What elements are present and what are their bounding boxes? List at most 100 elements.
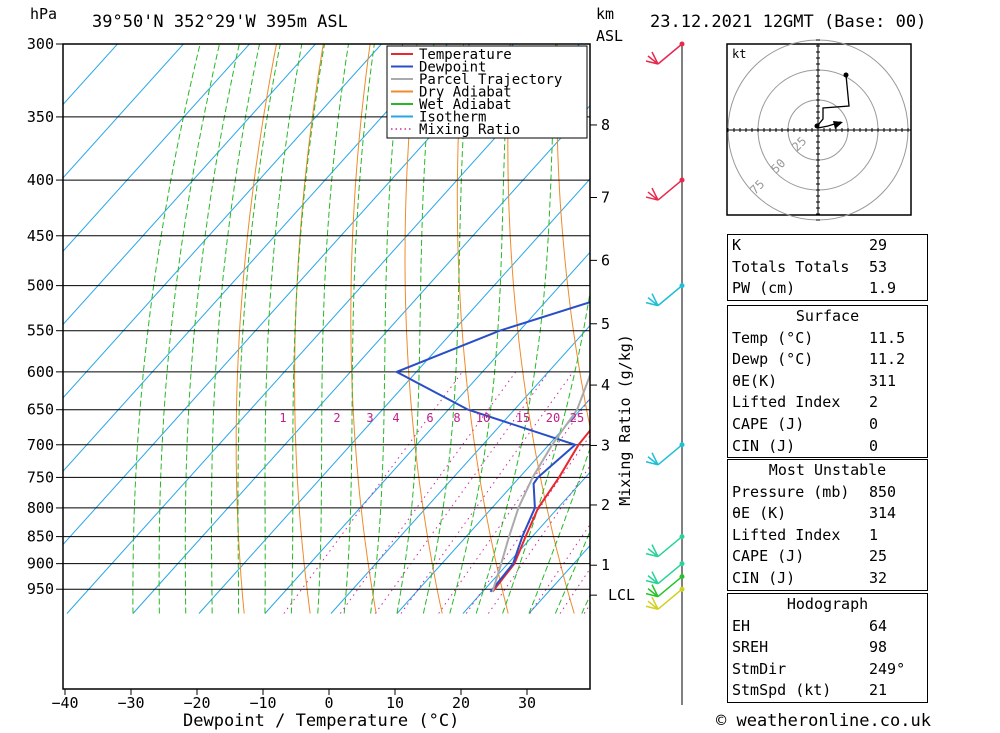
index-label: Totals Totals	[732, 257, 850, 276]
pressure-tick-label: 350	[27, 108, 54, 126]
height-tick-label: 7	[601, 188, 610, 206]
x-tick-label: −20	[183, 694, 210, 712]
wet-adiabat-line	[343, 44, 375, 614]
index-label: Lifted Index	[732, 525, 841, 544]
mixing-ratio-label: 20	[546, 411, 560, 425]
location-title: 39°50'N 352°29'W 395m ASL	[92, 12, 348, 32]
isotherm-line	[330, 324, 590, 614]
datetime-title: 23.12.2021 12GMT (Base: 00)	[650, 12, 927, 32]
index-label: CAPE (J)	[732, 414, 805, 433]
index-value: 314	[869, 504, 897, 523]
height-tick-label: 1	[601, 556, 610, 574]
mixing-ratio-line	[374, 371, 550, 614]
mixing-ratio-line	[438, 397, 590, 614]
wet-adiabat-line	[502, 289, 590, 614]
mixing-ratio-line	[487, 465, 590, 614]
x-tick-label: 20	[452, 694, 470, 712]
wind-barb	[645, 576, 683, 598]
index-row: Dewp (°C) 11.2	[728, 349, 927, 371]
index-row: PW (cm) 1.9	[728, 278, 927, 300]
legend-label: Mixing Ratio	[419, 122, 520, 138]
wind-barb	[645, 444, 683, 466]
index-row: Temp (°C) 11.5	[728, 328, 927, 350]
index-value: 1.9	[869, 279, 897, 298]
wet-adiabat-line	[237, 44, 281, 614]
most-unstable-title: Most Unstable	[768, 461, 887, 479]
km-unit-label: km	[596, 5, 615, 23]
dry-adiabat-line	[925, 11, 1000, 613]
dry-adiabat-line	[971, 11, 1000, 613]
dry-adiabat-line	[604, 11, 706, 613]
isotherm-line	[63, 44, 185, 179]
hpa-unit-label: hPa	[30, 5, 58, 23]
index-row: SREH 98	[728, 637, 927, 659]
hodograph-surface-point	[814, 123, 820, 129]
storm-motion-arrow	[833, 121, 843, 129]
index-value: 98	[869, 638, 888, 657]
legend-label: Dewpoint	[419, 60, 486, 76]
index-value: 11.2	[869, 350, 906, 369]
pressure-tick-label: 950	[27, 580, 54, 598]
wind-barb	[645, 588, 683, 610]
x-tick-label: 10	[386, 694, 404, 712]
hodograph-unit: kt	[732, 47, 746, 61]
isotherm-line	[462, 471, 590, 614]
pressure-tick-label: 800	[27, 499, 54, 517]
height-tick-label: LCL	[608, 586, 635, 604]
mixing-ratio-line	[339, 371, 517, 614]
index-row: StmDir 249°	[728, 659, 927, 681]
pressure-tick-label: 900	[27, 555, 54, 573]
index-label: SREH	[732, 638, 769, 657]
wind-barb	[645, 43, 683, 65]
indices-box-most-unstable: Most Unstable Pressure (mb) 850 θE (K) 314 L…	[727, 459, 928, 591]
index-label: CAPE (J)	[732, 547, 805, 566]
mixing-ratio-label: 8	[453, 411, 460, 425]
x-tick-label: −30	[117, 694, 144, 712]
pressure-tick-label: 400	[27, 171, 54, 189]
series-dewpoint	[394, 301, 590, 593]
mixing-ratio-line	[465, 434, 590, 614]
index-label: θE (K)	[732, 504, 787, 523]
index-row: EH 64	[728, 616, 927, 638]
wet-adiabat-line	[554, 530, 590, 614]
height-tick-label: 3	[601, 436, 610, 454]
wet-adiabat-line	[290, 44, 326, 614]
legend-label: Dry Adiabat	[419, 85, 512, 101]
indices-box-1: K 29 Totals Totals 53 PW (cm) 1.9	[727, 234, 928, 301]
index-label: Lifted Index	[732, 393, 841, 412]
mixing-ratio-line	[559, 567, 590, 614]
isotherm-line	[63, 44, 251, 252]
asl-unit-label: ASL	[596, 27, 624, 45]
index-row: CIN (J) 0	[728, 436, 927, 458]
hodograph-trace	[817, 74, 850, 129]
x-tick-label: −10	[249, 694, 276, 712]
pressure-tick-label: 650	[27, 401, 54, 419]
index-label: CIN (J)	[732, 568, 796, 587]
dry-adiabat-line	[235, 44, 278, 614]
index-row: K 29	[728, 235, 927, 257]
index-row: Lifted Index 1	[728, 525, 927, 547]
pressure-tick-label: 850	[27, 528, 54, 546]
wet-adiabat-line	[158, 44, 221, 614]
index-value: 311	[869, 371, 897, 390]
mixing-ratio-line	[529, 523, 590, 614]
index-value: 850	[869, 482, 897, 501]
index-label: EH	[732, 616, 751, 635]
index-value: 2	[869, 393, 879, 412]
pressure-tick-label: 750	[27, 468, 54, 486]
series-temperature	[491, 428, 590, 593]
index-label: StmDir	[732, 659, 787, 678]
copyright-link[interactable]: © weatheronline.co.uk	[716, 711, 931, 731]
index-row: θE(K) 311	[728, 371, 927, 393]
index-row: Totals Totals 53	[728, 257, 927, 279]
wet-adiabat-line	[528, 446, 590, 614]
height-tick-label: 6	[601, 251, 610, 269]
mixing-ratio-label: 15	[516, 411, 530, 425]
hodograph-title: Hodograph	[786, 595, 869, 613]
x-axis-label: Dewpoint / Temperature (°C)	[183, 711, 460, 731]
legend-label: Wet Adiabat	[419, 97, 512, 113]
index-row: CIN (J) 32	[728, 568, 927, 590]
wind-barb	[645, 179, 683, 201]
